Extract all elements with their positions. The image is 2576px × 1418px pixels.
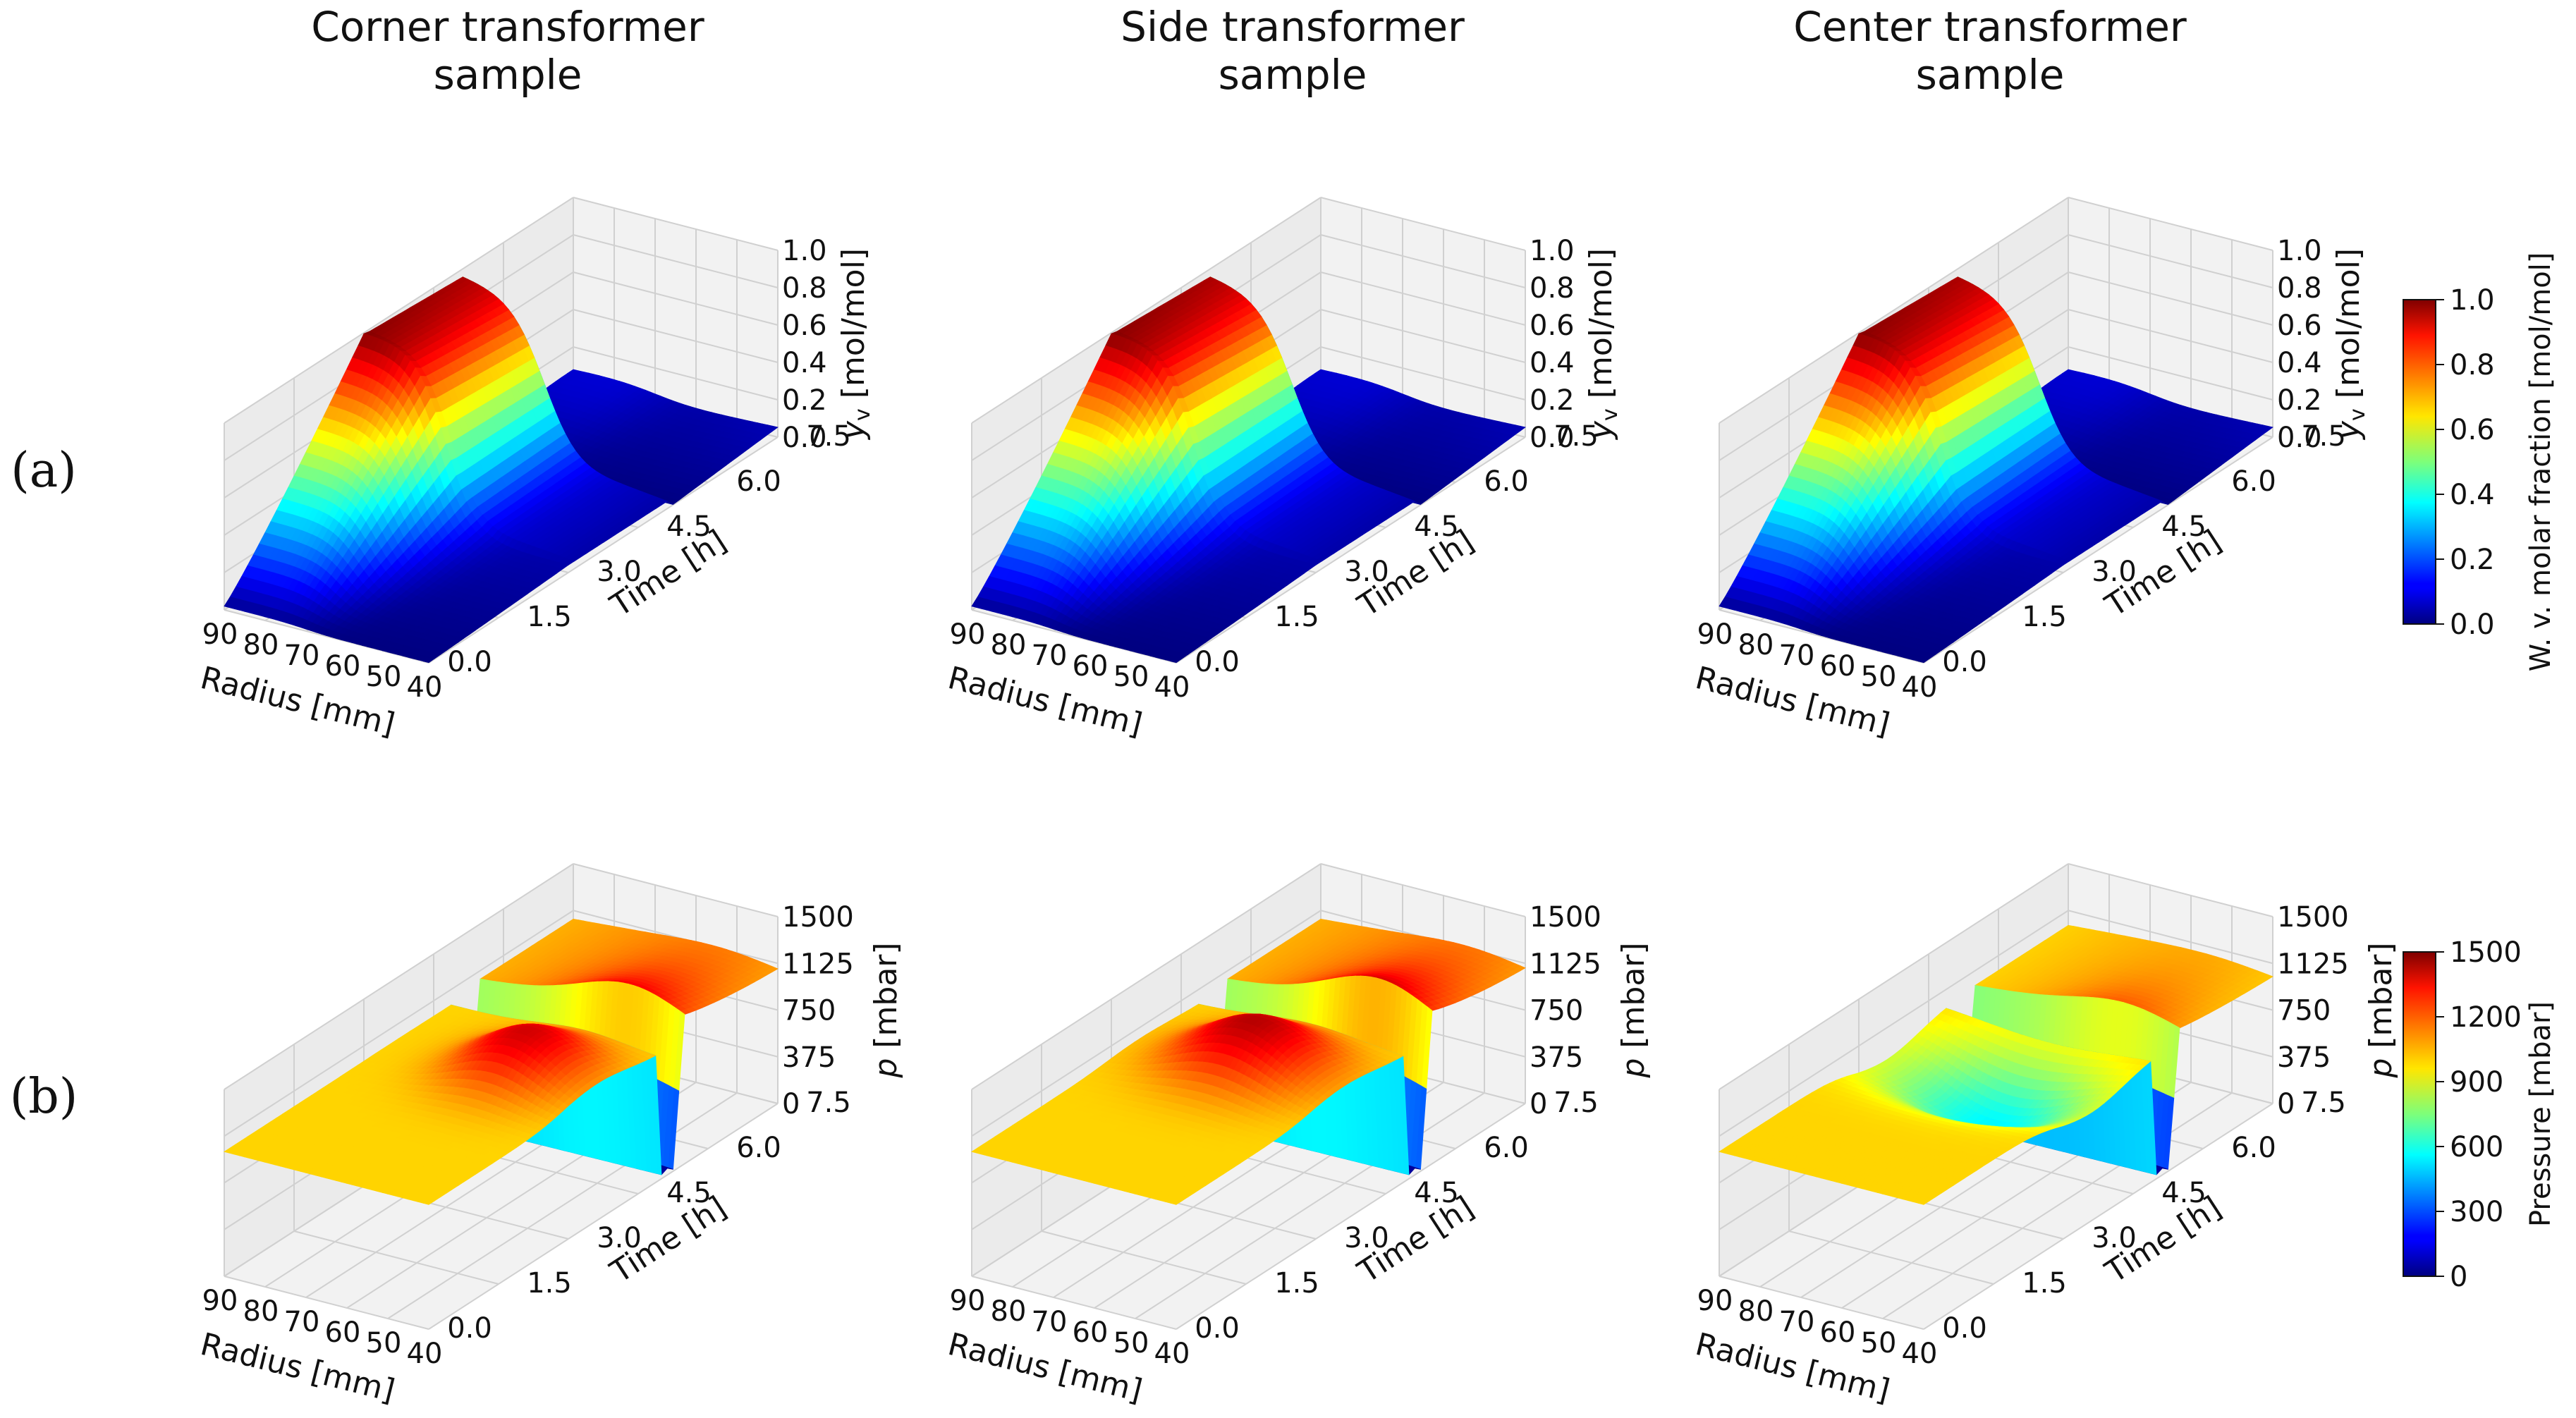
panel1-z-axis-label-subscript: v bbox=[1598, 408, 1623, 421]
column-title-corner-line1: Corner transformer bbox=[311, 3, 704, 51]
panel1-x-tick-label: 90 bbox=[950, 618, 986, 651]
panel0-grid-z-back bbox=[573, 309, 779, 363]
panel1-z-tick-label: 0.8 bbox=[1530, 272, 1575, 305]
panel1-x-tick-label: 40 bbox=[1154, 671, 1190, 704]
panel1-z-tick-label: 0.2 bbox=[1530, 384, 1575, 417]
panel0-surface bbox=[224, 276, 779, 664]
panel0-x-tick-label: 90 bbox=[202, 618, 238, 651]
panel0-z-axis-label-symbol: y bbox=[836, 420, 872, 441]
panel0-x-tick-label: 60 bbox=[325, 650, 361, 683]
panel1-z-axis-label-symbol: y bbox=[1583, 420, 1619, 441]
panel0-grid-z-back bbox=[573, 346, 779, 401]
panel0-grid-x-floor bbox=[428, 436, 779, 664]
panel1-z-axis-label-unit: [mol/mol] bbox=[1583, 248, 1619, 408]
panel0-x-tick-label: 40 bbox=[407, 671, 443, 704]
panel0-z-axis-label-subscript: v bbox=[850, 408, 875, 421]
panel0-y-tick-label: 0.0 bbox=[447, 646, 492, 678]
row-label-b: (b) bbox=[10, 1069, 78, 1125]
panel0-back-pane bbox=[573, 197, 778, 437]
panel0-z-axis-label-unit: [mol/mol] bbox=[836, 248, 872, 408]
panel0-z-tick-label: 0.0 bbox=[782, 422, 827, 454]
panel0-x-tick-label: 80 bbox=[243, 629, 279, 661]
panel0-z-tick-label: 0.6 bbox=[782, 310, 827, 342]
panel0-y-tick-label: 6.0 bbox=[736, 465, 781, 498]
column-title-center-line1: Center transformer bbox=[1793, 3, 2187, 51]
panel0-grid-z-back bbox=[573, 197, 779, 251]
panel0-grid-z-back bbox=[573, 271, 779, 326]
panel1-x-tick-label: 60 bbox=[1073, 650, 1109, 683]
panel0-z-tick-label: 0.8 bbox=[782, 272, 827, 305]
panel0-z-tick-label: 1.0 bbox=[782, 235, 827, 267]
panel0-z-tick-label: 0.4 bbox=[782, 347, 827, 379]
panel0-x-tick-label: 70 bbox=[284, 640, 320, 672]
panel1-z-tick-label: 0.6 bbox=[1530, 310, 1575, 342]
panel1-x-tick-label: 50 bbox=[1113, 661, 1149, 693]
panel1-z-tick-label: 0.0 bbox=[1530, 422, 1575, 454]
row-label-a: (a) bbox=[11, 443, 77, 499]
column-title-side-line1: Side transformer bbox=[1121, 3, 1465, 51]
column-title-side-line2: sample bbox=[1219, 51, 1367, 99]
column-title-center-line2: sample bbox=[1916, 51, 2065, 99]
panel1-y-tick-label: 0.0 bbox=[1195, 646, 1240, 678]
panel1-x-tick-label: 80 bbox=[991, 629, 1027, 661]
panel0-z-tick-label: 0.2 bbox=[782, 384, 827, 417]
panel1-z-tick-label: 1.0 bbox=[1530, 235, 1575, 267]
column-title-corner-line2: sample bbox=[434, 51, 582, 99]
panel1-y-tick-label: 6.0 bbox=[1484, 465, 1529, 498]
panel1-y-tick-label: 1.5 bbox=[1274, 601, 1319, 633]
panel0-y-tick-label: 1.5 bbox=[527, 601, 572, 633]
panel1-z-axis-label: yv [mol/mol] bbox=[1583, 248, 1623, 441]
panel0-grid-z-back bbox=[573, 234, 779, 288]
panel1-x-tick-label: 70 bbox=[1032, 640, 1068, 672]
panel0-x-tick-label: 50 bbox=[366, 661, 402, 693]
panel0-grid-z-side bbox=[224, 197, 574, 424]
panel1-z-tick-label: 0.4 bbox=[1530, 347, 1575, 379]
panel0-z-axis-label: yv [mol/mol] bbox=[836, 248, 875, 441]
